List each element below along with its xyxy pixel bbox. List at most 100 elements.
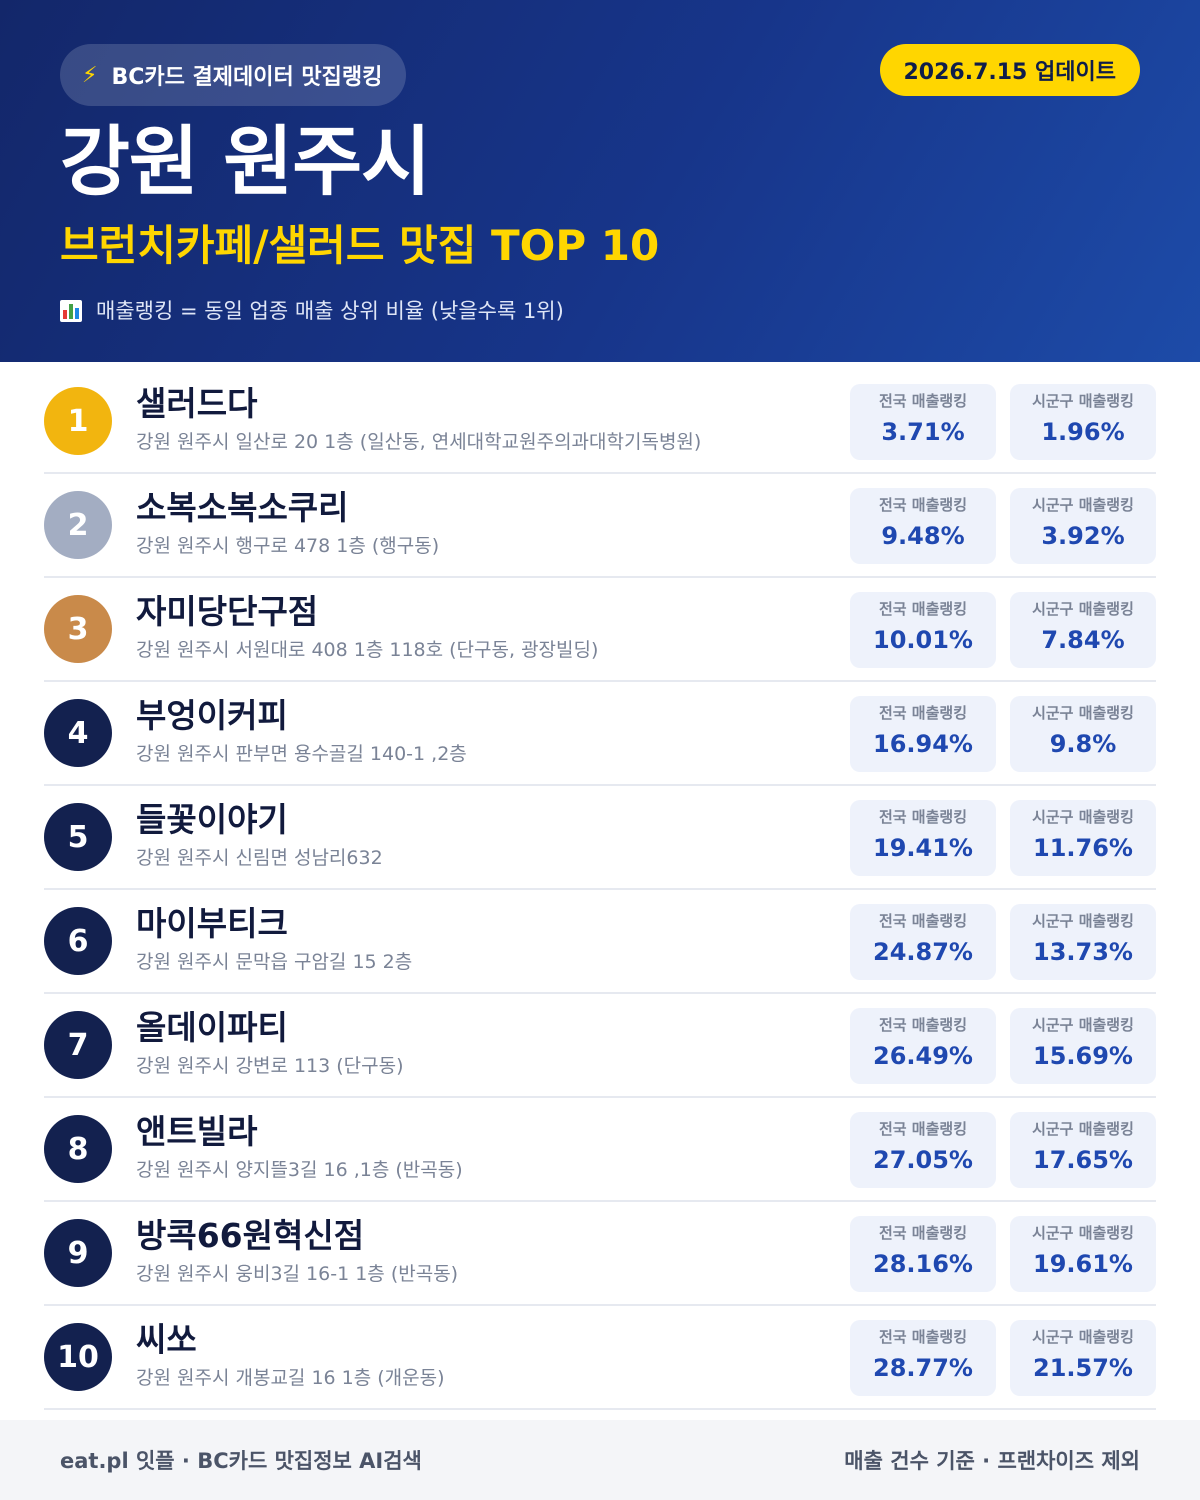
rank-badge: 7 [44, 1011, 112, 1079]
page-subtitle: 브런치카페/샐러드 맛집 TOP 10 [60, 221, 660, 270]
header-banner: ⚡ BC카드 결제데이터 맛집랭킹 2026.7.15 업데이트 강원 원주시 … [0, 0, 1200, 362]
rank-badge: 10 [44, 1323, 112, 1391]
national-ranking-value: 24.87% [873, 938, 973, 966]
list-item[interactable]: 6 마이부티크 강원 원주시 문막읍 구암길 15 2층 전국 매출랭킹 24.87% 시… [44, 890, 1156, 994]
footer-source: eat.pl 잇플 · BC카드 맛집정보 AI검색 [60, 1449, 422, 1473]
restaurant-address: 강원 원주시 일산로 20 1층 (일산동, 연세대학교원주의과대학기독병원) [136, 431, 702, 453]
list-item[interactable]: 5 들꽃이야기 강원 원주시 신림면 성남리632 전국 매출랭킹 19.41% 시군구 … [44, 786, 1156, 890]
rank-badge: 8 [44, 1115, 112, 1183]
rank-badge: 4 [44, 699, 112, 767]
local-ranking-value: 7.84% [1041, 626, 1125, 654]
local-ranking-value: 13.73% [1033, 938, 1133, 966]
restaurant-address: 강원 원주시 서원대로 408 1층 118호 (단구동, 광장빌딩) [136, 639, 599, 661]
page-title: 강원 원주시 [60, 117, 431, 206]
national-ranking-card: 전국 매출랭킹 28.16% [850, 1216, 996, 1292]
national-ranking-label: 전국 매출랭킹 [878, 1120, 968, 1138]
ranking-note-text: 매출랭킹 = 동일 업종 매출 상위 비율 (낮을수록 1위) [96, 299, 564, 323]
restaurant-name: 자미당단구점 [136, 592, 319, 631]
footer-criteria: 매출 건수 기준 · 프랜차이즈 제외 [844, 1449, 1140, 1473]
local-ranking-value: 17.65% [1033, 1146, 1133, 1174]
national-ranking-label: 전국 매출랭킹 [878, 392, 968, 410]
national-ranking-value: 28.77% [873, 1354, 973, 1382]
restaurant-name: 소복소복소쿠리 [136, 488, 349, 527]
national-ranking-label: 전국 매출랭킹 [878, 1016, 968, 1034]
restaurant-address: 강원 원주시 강변로 113 (단구동) [136, 1055, 404, 1077]
list-item[interactable]: 10 씨쏘 강원 원주시 개봉교길 16 1층 (개운동) 전국 매출랭킹 28.77%… [44, 1306, 1156, 1410]
restaurant-address: 강원 원주시 문막읍 구암길 15 2층 [136, 951, 413, 973]
local-ranking-card: 시군구 매출랭킹 1.96% [1010, 384, 1156, 460]
restaurant-address: 강원 원주시 양지뜰3길 16 ,1층 (반곡동) [136, 1159, 463, 1181]
local-ranking-value: 11.76% [1033, 834, 1133, 862]
lightning-icon: ⚡ [82, 62, 98, 88]
national-ranking-card: 전국 매출랭킹 27.05% [850, 1112, 996, 1188]
local-ranking-label: 시군구 매출랭킹 [1032, 1120, 1134, 1138]
national-ranking-card: 전국 매출랭킹 9.48% [850, 488, 996, 564]
local-ranking-card: 시군구 매출랭킹 13.73% [1010, 904, 1156, 980]
restaurant-address: 강원 원주시 행구로 478 1층 (행구동) [136, 535, 440, 557]
restaurant-name: 마이부티크 [136, 904, 288, 943]
restaurant-address: 강원 원주시 신림면 성남리632 [136, 847, 383, 869]
footer: eat.pl 잇플 · BC카드 맛집정보 AI검색 매출 건수 기준 · 프랜… [0, 1420, 1200, 1500]
national-ranking-card: 전국 매출랭킹 19.41% [850, 800, 996, 876]
local-ranking-card: 시군구 매출랭킹 11.76% [1010, 800, 1156, 876]
local-ranking-label: 시군구 매출랭킹 [1032, 600, 1134, 618]
local-ranking-card: 시군구 매출랭킹 19.61% [1010, 1216, 1156, 1292]
restaurant-name: 샐러드다 [136, 384, 258, 423]
local-ranking-card: 시군구 매출랭킹 15.69% [1010, 1008, 1156, 1084]
list-item[interactable]: 9 방콕66원혁신점 강원 원주시 웅비3길 16-1 1층 (반곡동) 전국 매출랭… [44, 1202, 1156, 1306]
local-ranking-card: 시군구 매출랭킹 7.84% [1010, 592, 1156, 668]
local-ranking-label: 시군구 매출랭킹 [1032, 912, 1134, 930]
local-ranking-card: 시군구 매출랭킹 9.8% [1010, 696, 1156, 772]
local-ranking-card: 시군구 매출랭킹 17.65% [1010, 1112, 1156, 1188]
national-ranking-value: 19.41% [873, 834, 973, 862]
rank-badge: 5 [44, 803, 112, 871]
local-ranking-label: 시군구 매출랭킹 [1032, 496, 1134, 514]
national-ranking-value: 10.01% [873, 626, 973, 654]
restaurant-name: 들꽃이야기 [136, 800, 288, 839]
local-ranking-label: 시군구 매출랭킹 [1032, 704, 1134, 722]
local-ranking-label: 시군구 매출랭킹 [1032, 392, 1134, 410]
national-ranking-card: 전국 매출랭킹 3.71% [850, 384, 996, 460]
national-ranking-value: 26.49% [873, 1042, 973, 1070]
restaurant-address: 강원 원주시 개봉교길 16 1층 (개운동) [136, 1367, 445, 1389]
rank-badge: 2 [44, 491, 112, 559]
national-ranking-value: 27.05% [873, 1146, 973, 1174]
national-ranking-value: 9.48% [881, 522, 965, 550]
national-ranking-value: 3.71% [881, 418, 965, 446]
restaurant-name: 앤트빌라 [136, 1112, 258, 1151]
restaurant-name: 방콕66원혁신점 [136, 1216, 365, 1255]
national-ranking-label: 전국 매출랭킹 [878, 704, 968, 722]
local-ranking-label: 시군구 매출랭킹 [1032, 1016, 1134, 1034]
national-ranking-label: 전국 매출랭킹 [878, 1224, 968, 1242]
local-ranking-card: 시군구 매출랭킹 3.92% [1010, 488, 1156, 564]
source-badge-label: BC카드 결제데이터 맛집랭킹 [111, 65, 383, 90]
local-ranking-value: 1.96% [1041, 418, 1125, 446]
local-ranking-value: 15.69% [1033, 1042, 1133, 1070]
local-ranking-card: 시군구 매출랭킹 21.57% [1010, 1320, 1156, 1396]
national-ranking-value: 16.94% [873, 730, 973, 758]
rank-badge: 3 [44, 595, 112, 663]
local-ranking-value: 21.57% [1033, 1354, 1133, 1382]
source-badge: ⚡ BC카드 결제데이터 맛집랭킹 [60, 44, 407, 106]
local-ranking-label: 시군구 매출랭킹 [1032, 808, 1134, 826]
restaurant-name: 부엉이커피 [136, 696, 288, 735]
rank-badge: 9 [44, 1219, 112, 1287]
local-ranking-value: 19.61% [1033, 1250, 1133, 1278]
local-ranking-value: 9.8% [1049, 730, 1117, 758]
restaurant-name: 올데이파티 [136, 1008, 288, 1047]
local-ranking-value: 3.92% [1041, 522, 1125, 550]
national-ranking-card: 전국 매출랭킹 16.94% [850, 696, 996, 772]
list-item[interactable]: 4 부엉이커피 강원 원주시 판부면 용수골길 140-1 ,2층 전국 매출랭킹 16… [44, 682, 1156, 786]
ranking-note: 매출랭킹 = 동일 업종 매출 상위 비율 (낮을수록 1위) [60, 294, 564, 328]
rank-badge: 1 [44, 387, 112, 455]
update-date-badge: 2026.7.15 업데이트 [879, 44, 1140, 96]
national-ranking-value: 28.16% [873, 1250, 973, 1278]
national-ranking-label: 전국 매출랭킹 [878, 496, 968, 514]
local-ranking-label: 시군구 매출랭킹 [1032, 1224, 1134, 1242]
bar-chart-icon [60, 300, 82, 322]
